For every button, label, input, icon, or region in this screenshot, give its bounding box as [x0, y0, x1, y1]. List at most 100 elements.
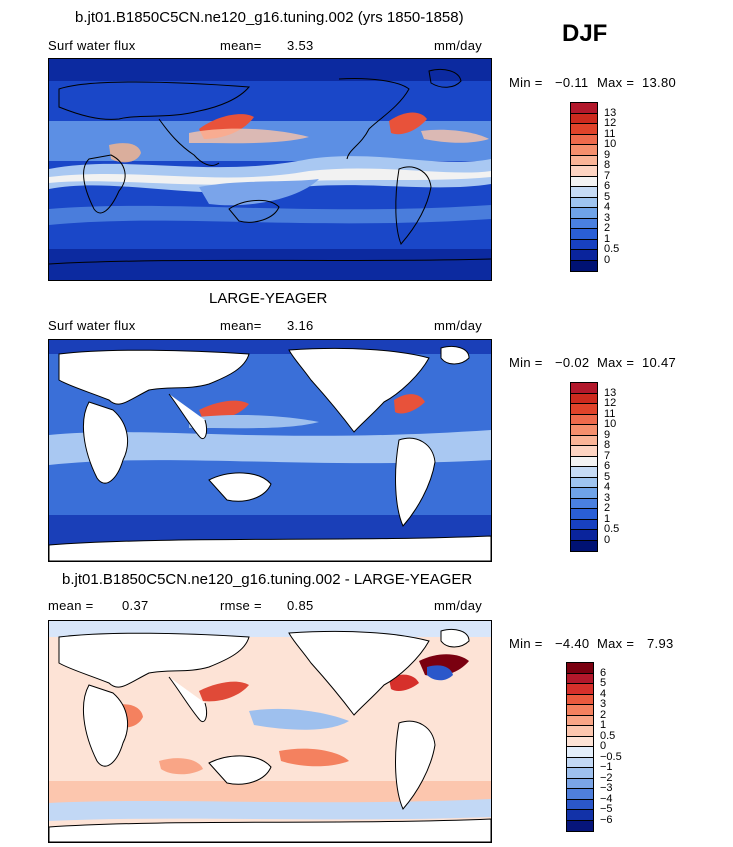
colorbar-swatch — [571, 383, 597, 394]
colorbar-tick-label: 0.5 — [600, 729, 616, 742]
panel2-map-graphic — [49, 340, 491, 561]
colorbar-swatch — [571, 498, 597, 509]
panel1-variable-label: Surf water flux — [48, 38, 136, 53]
colorbar-swatch — [571, 530, 597, 541]
colorbar-tick-label: 0 — [600, 740, 607, 752]
colorbar-swatch — [571, 467, 597, 478]
colorbar-swatch — [571, 260, 597, 271]
colorbar-swatch — [571, 477, 597, 488]
colorbar-swatch — [571, 488, 597, 499]
colorbar-tick-label: −2 — [600, 771, 613, 784]
colorbar-swatch — [571, 145, 597, 156]
colorbar-swatch — [571, 425, 597, 436]
colorbar-tick-label: −4 — [600, 792, 613, 805]
colorbar-swatch — [571, 155, 597, 166]
colorbar-tick-label: 3 — [604, 491, 611, 504]
panel1-map-graphic — [49, 59, 491, 280]
colorbar-tick-label: −1 — [600, 761, 613, 773]
colorbar-tick-label: −6 — [600, 813, 613, 826]
panel3-mean-value: 0.37 — [122, 598, 149, 613]
colorbar-tick-label: 8 — [604, 159, 611, 171]
panel1-colorbar — [570, 102, 598, 272]
panel2-map — [48, 339, 492, 562]
colorbar-tick-label: 5 — [604, 470, 611, 483]
colorbar-tick-label: 0.5 — [604, 523, 620, 535]
colorbar-tick-label: 5 — [604, 190, 611, 203]
colorbar-swatch — [567, 736, 593, 747]
colorbar-swatch — [567, 768, 593, 779]
colorbar-swatch — [571, 208, 597, 219]
colorbar-tick-label: 0 — [604, 533, 611, 546]
colorbar-tick-label: 2 — [604, 502, 611, 514]
colorbar-tick-label: 4 — [604, 201, 611, 213]
colorbar-swatch — [571, 187, 597, 198]
panel3-rmse-value: 0.85 — [287, 598, 314, 613]
season-label: DJF — [562, 20, 608, 47]
colorbar-tick-label: 12 — [604, 397, 617, 409]
colorbar-swatch — [567, 789, 593, 800]
colorbar-tick-label: 6 — [604, 460, 611, 472]
colorbar-tick-label: 4 — [600, 687, 607, 700]
colorbar-tick-label: 10 — [604, 138, 617, 150]
panel3-min-label: Min = — [509, 636, 543, 651]
colorbar-tick-label: 11 — [604, 127, 616, 140]
colorbar-tick-label: 7 — [604, 169, 611, 182]
colorbar-swatch — [571, 404, 597, 415]
colorbar-swatch — [567, 673, 593, 684]
panel2-units: mm/day — [434, 318, 483, 333]
panel1-max-value: 13.80 — [642, 75, 677, 90]
panel1-mean-value: 3.53 — [287, 38, 314, 53]
colorbar-tick-label: 2 — [604, 222, 611, 234]
colorbar-swatch — [571, 103, 597, 114]
colorbar-swatch — [567, 705, 593, 716]
colorbar-tick-label: −5 — [600, 803, 613, 815]
colorbar-swatch — [567, 799, 593, 810]
panel2-mean-label: mean= — [220, 318, 262, 333]
colorbar-tick-label: 4 — [604, 481, 611, 493]
panel3-colorbar — [566, 662, 594, 832]
colorbar-tick-label: 7 — [604, 449, 611, 462]
colorbar-tick-label: 5 — [600, 677, 607, 689]
colorbar-tick-label: −0.5 — [600, 750, 622, 763]
panel3-map — [48, 620, 492, 843]
colorbar-swatch — [571, 250, 597, 261]
colorbar-tick-label: 2 — [600, 708, 607, 721]
colorbar-tick-label: −3 — [600, 782, 613, 794]
colorbar-swatch — [567, 757, 593, 768]
panel3-max-label: Max = — [597, 636, 635, 651]
panel1-title: b.jt01.B1850C5CN.ne120_g16.tuning.002 (y… — [75, 9, 464, 26]
colorbar-swatch — [567, 694, 593, 705]
panel2-max-value: 10.47 — [642, 355, 677, 370]
colorbar-swatch — [571, 519, 597, 530]
colorbar-tick-label: 10 — [604, 418, 617, 430]
colorbar-tick-label: 0 — [604, 253, 611, 266]
colorbar-swatch — [567, 663, 593, 674]
colorbar-swatch — [567, 778, 593, 789]
colorbar-swatch — [567, 715, 593, 726]
colorbar-swatch — [571, 134, 597, 145]
panel1-min-value: −0.11 — [555, 75, 589, 90]
panel3-units: mm/day — [434, 598, 483, 613]
colorbar-tick-label: 12 — [604, 117, 617, 129]
colorbar-swatch — [571, 509, 597, 520]
colorbar-swatch — [571, 197, 597, 208]
panel3-mean-label: mean = — [48, 598, 94, 613]
colorbar-tick-label: 1 — [600, 719, 607, 731]
colorbar-swatch — [567, 684, 593, 695]
panel1-units: mm/day — [434, 38, 483, 53]
colorbar-tick-label: 3 — [604, 211, 611, 224]
colorbar-tick-label: 1 — [604, 232, 611, 245]
colorbar-swatch — [571, 435, 597, 446]
panel2-variable-label: Surf water flux — [48, 318, 136, 333]
panel1-map — [48, 58, 492, 281]
colorbar-tick-label: 8 — [604, 439, 611, 451]
panel3-min-value: −4.40 — [555, 636, 590, 651]
colorbar-swatch — [567, 820, 593, 831]
panel2-colorbar — [570, 382, 598, 552]
panel2-mean-value: 3.16 — [287, 318, 314, 333]
colorbar-tick-label: 9 — [604, 428, 611, 441]
colorbar-swatch — [571, 393, 597, 404]
colorbar-tick-label: 1 — [604, 512, 611, 525]
colorbar-swatch — [567, 810, 593, 821]
colorbar-swatch — [571, 456, 597, 467]
